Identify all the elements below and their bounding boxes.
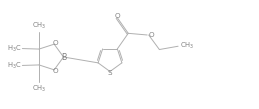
Text: CH$_3$: CH$_3$: [32, 83, 46, 94]
Text: CH$_3$: CH$_3$: [180, 41, 195, 51]
Text: O: O: [53, 40, 58, 46]
Text: CH$_3$: CH$_3$: [32, 20, 46, 31]
Text: S: S: [108, 70, 112, 76]
Text: B: B: [61, 53, 67, 61]
Text: H$_3$C: H$_3$C: [7, 60, 21, 71]
Text: O: O: [148, 32, 154, 38]
Text: O: O: [53, 68, 58, 74]
Text: O: O: [115, 13, 120, 19]
Text: H$_3$C: H$_3$C: [7, 43, 21, 54]
